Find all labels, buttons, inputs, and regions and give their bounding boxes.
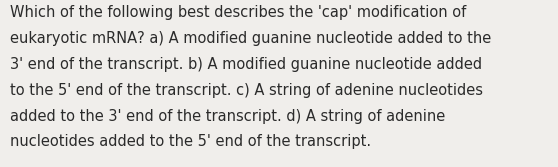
Text: nucleotides added to the 5' end of the transcript.: nucleotides added to the 5' end of the t… (10, 134, 371, 149)
Text: to the 5' end of the transcript. c) A string of adenine nucleotides: to the 5' end of the transcript. c) A st… (10, 83, 483, 98)
Text: 3' end of the transcript. b) A modified guanine nucleotide added: 3' end of the transcript. b) A modified … (10, 57, 482, 72)
Text: eukaryotic mRNA? a) A modified guanine nucleotide added to the: eukaryotic mRNA? a) A modified guanine n… (10, 31, 491, 46)
Text: Which of the following best describes the 'cap' modification of: Which of the following best describes th… (10, 5, 466, 20)
Text: added to the 3' end of the transcript. d) A string of adenine: added to the 3' end of the transcript. d… (10, 109, 445, 124)
